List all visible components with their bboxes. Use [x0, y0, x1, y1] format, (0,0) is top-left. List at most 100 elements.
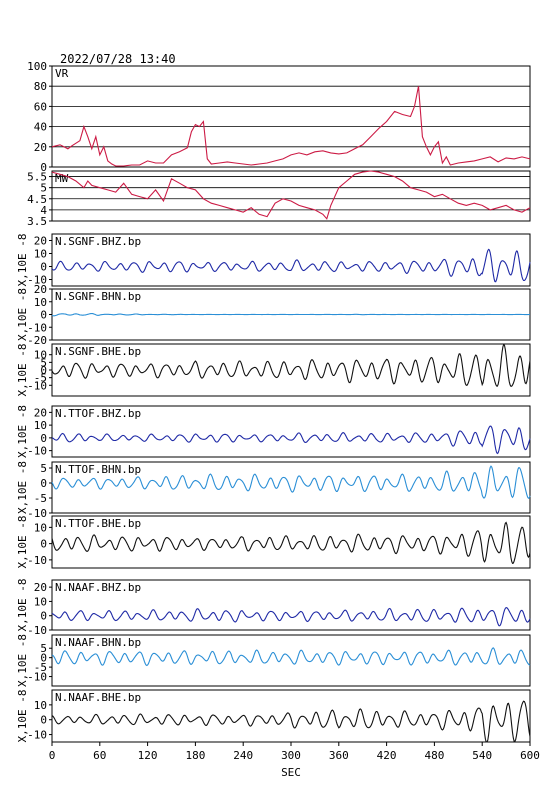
panel-label-ttof-bhn: N.TTOF.BHN.bp	[55, 463, 141, 476]
panel-frame-naaf-bhn	[51, 634, 531, 687]
y-axis-label: X,10E -8	[16, 516, 29, 569]
y-tick-label: 10	[34, 248, 47, 261]
panel-frame-ttof-bhn	[51, 461, 531, 514]
y-tick-label: 3.5	[27, 215, 47, 228]
series-line-sgnf-bhn	[51, 312, 530, 317]
y-tick-label: 5	[40, 356, 47, 369]
panel-label-naaf-bhe: N.NAAF.BHE.bp	[55, 691, 141, 704]
y-tick-label: 0	[40, 714, 47, 727]
panel-label-sgnf-bhe: N.SGNF.BHE.bp	[55, 345, 141, 358]
y-tick-label: 40	[34, 121, 47, 134]
x-axis-label: SEC	[281, 766, 301, 779]
y-tick-label: 20	[34, 235, 47, 248]
panel-label-sgnf-bhn: N.SGNF.BHN.bp	[55, 290, 141, 303]
panel-naaf-bhn: -10-505 N.NAAF.BHN.bp X,10E -8	[16, 634, 531, 687]
y-axis-label: X,10E -8	[16, 234, 29, 287]
y-tick-label: -20	[27, 334, 47, 347]
x-tick-label: 180	[185, 749, 205, 762]
panel-frame-ttof-bhe	[51, 515, 531, 569]
y-tick-label: -10	[27, 671, 47, 684]
y-tick-label: -10	[27, 321, 47, 334]
panel-frame-mw	[51, 170, 531, 222]
y-tick-label: -10	[27, 379, 47, 392]
panel-label-naaf-bhz: N.NAAF.BHZ.bp	[55, 581, 141, 594]
y-tick-label: -10	[27, 554, 47, 567]
x-tick-label: 540	[472, 749, 492, 762]
panel-frame-sgnf-bhz	[51, 233, 531, 287]
y-tick-label: 0	[40, 432, 47, 445]
x-tick-label: 300	[281, 749, 301, 762]
y-tick-label: 20	[34, 406, 47, 419]
series-line-sgnf-bhz	[51, 248, 531, 283]
y-axis-label: X,10E -8	[16, 690, 29, 743]
y-tick-label: -10	[27, 274, 47, 287]
y-tick-label: -10	[27, 445, 47, 458]
panel-naaf-bhe: -10 0 10 N.NAAF.BHE.bp X,10E -8	[16, 689, 531, 743]
timestamp: 2022/07/28 13:40	[60, 52, 176, 66]
y-tick-label: 0	[40, 652, 47, 665]
y-tick-label: -10	[27, 729, 47, 742]
y-tick-label: 10	[34, 521, 47, 534]
y-tick-label: 5	[40, 182, 47, 195]
panel-label-vr: VR	[55, 67, 69, 80]
y-tick-label: 4.5	[27, 193, 47, 206]
panel-mw: 3.544.555.5 MW	[27, 170, 531, 228]
panel-label-ttof-bhz: N.TTOF.BHZ.bp	[55, 407, 141, 420]
panel-frame-naaf-bhz	[51, 579, 531, 631]
y-tick-label: -5	[34, 661, 47, 674]
y-tick-label: 60	[34, 100, 47, 113]
panel-vr: 0 20 40 60 80 100 VR	[27, 60, 531, 174]
y-tick-label: 5.5	[27, 171, 47, 184]
y-tick-label: -5	[34, 492, 47, 505]
panel-label-ttof-bhe: N.TTOF.BHE.bp	[55, 517, 141, 530]
x-tick-label: 600	[520, 749, 540, 762]
y-axis-label: X,10E -8	[16, 288, 29, 341]
y-tick-label: 5	[40, 462, 47, 475]
y-tick-label: 20	[34, 283, 47, 296]
y-tick-label: 5	[40, 642, 47, 655]
panel-frame-ttof-bhz	[51, 405, 531, 458]
panel-label-naaf-bhn: N.NAAF.BHN.bp	[55, 636, 141, 649]
x-tick-label: 60	[93, 749, 106, 762]
series-line-ttof-bhn	[51, 465, 531, 499]
series-line-naaf-bhz	[51, 606, 531, 627]
y-tick-label: 0	[40, 161, 47, 174]
x-tick-label: 120	[138, 749, 158, 762]
y-tick-label: 0	[40, 261, 47, 274]
y-tick-label: 0	[40, 477, 47, 490]
y-axis-label: X,10E -8	[16, 461, 29, 514]
series-line-vr	[51, 86, 531, 167]
y-tick-label: 0	[40, 538, 47, 551]
series-line-naaf-bhe	[51, 700, 531, 743]
x-tick-label: 480	[424, 749, 444, 762]
y-tick-label: 80	[34, 80, 47, 93]
series-line-naaf-bhn	[51, 647, 531, 667]
y-tick-label: -5	[34, 372, 47, 385]
x-tick-label: 420	[377, 749, 397, 762]
x-tick-label: 360	[329, 749, 349, 762]
panel-ttof-bhn: -10 -5 0 5 N.TTOF.BHN.bp X,10E -8	[16, 461, 531, 520]
y-axis-label: X,10E -8	[16, 579, 29, 632]
y-tick-label: 0	[40, 364, 47, 377]
x-tick-label: 0	[49, 749, 56, 762]
series-line-mw	[51, 170, 531, 220]
y-axis-label: X,10E -8	[16, 634, 29, 687]
series-line-sgnf-bhe	[51, 343, 531, 387]
y-tick-label: 0	[40, 610, 47, 623]
y-tick-label: 10	[34, 296, 47, 309]
y-axis-label: X,10E -8	[16, 344, 29, 397]
series-line-ttof-bhz	[51, 425, 531, 455]
y-tick-label: 10	[34, 419, 47, 432]
y-axis-label: X,10E -8	[16, 405, 29, 458]
y-tick-label: 0	[40, 309, 47, 322]
y-tick-label: 20	[34, 141, 47, 154]
panel-label-sgnf-bhz: N.SGNF.BHZ.bp	[55, 235, 141, 248]
y-tick-label: 4	[40, 204, 47, 217]
